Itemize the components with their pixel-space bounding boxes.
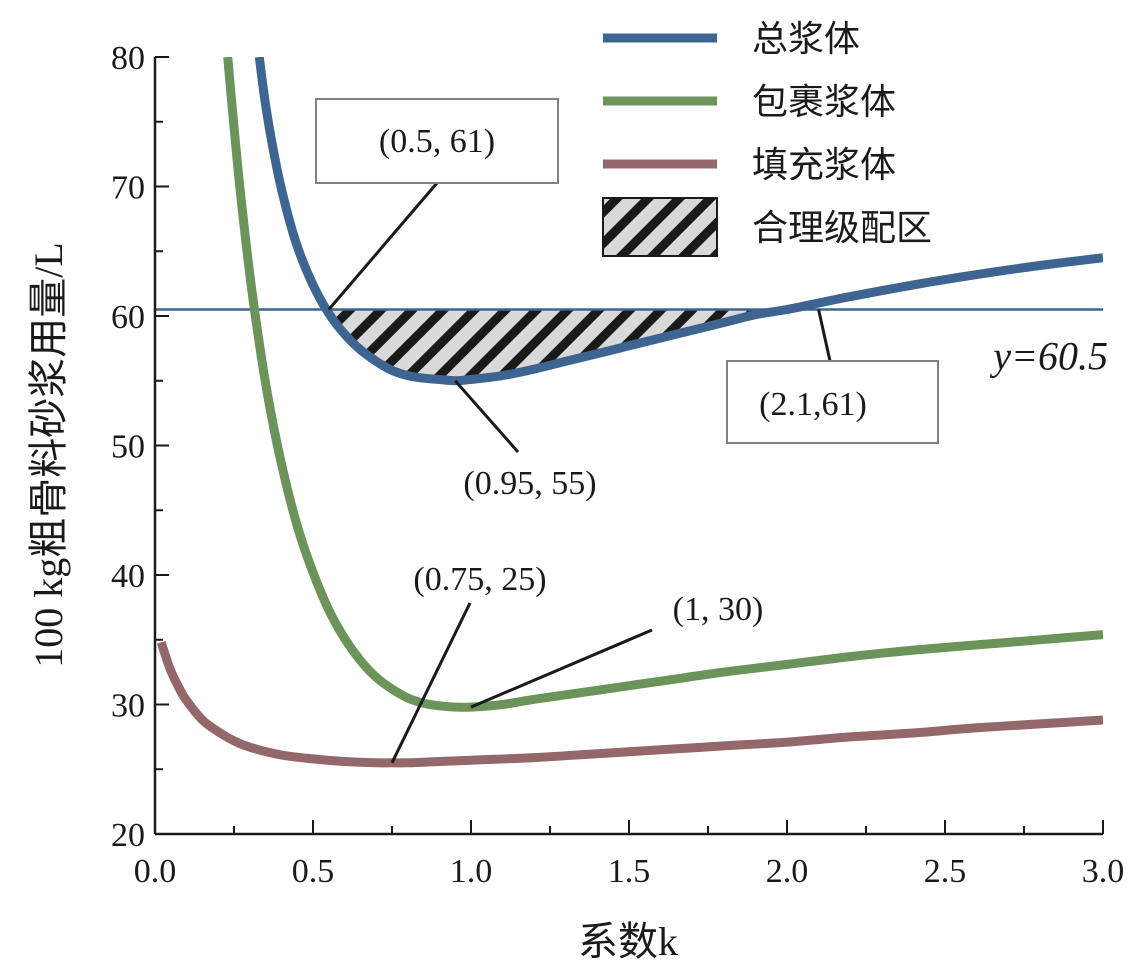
annotation-box-3 bbox=[726, 360, 939, 444]
x-tick-label: 3.0 bbox=[1082, 853, 1125, 890]
annotation-leader-2 bbox=[454, 379, 520, 453]
reference-line-label: y=60.5 bbox=[989, 334, 1108, 379]
annotation-label-1: (0.5, 61) bbox=[379, 123, 495, 160]
legend-label-3: 填充浆体 bbox=[752, 145, 896, 185]
series-line-1 bbox=[254, 57, 1103, 386]
annotation-leader-4 bbox=[390, 602, 472, 764]
axes-layer: 0.0 0.5 1.0 1.5 2.0 2.5 3.0 20 30 40 50 60 70 80 系数k 10… bbox=[26, 40, 1124, 964]
annotation-leader-3 bbox=[817, 309, 832, 362]
annotation-leader-5 bbox=[470, 628, 653, 709]
series-line-3 bbox=[156, 641, 1103, 768]
y-tick-label: 40 bbox=[111, 558, 145, 595]
y-tick-label: 30 bbox=[111, 688, 145, 725]
legend-label-1: 总浆体 bbox=[752, 19, 860, 59]
y-tick-label: 60 bbox=[111, 299, 145, 336]
series-line-2 bbox=[223, 57, 1103, 712]
x-tick-label: 0.5 bbox=[292, 853, 335, 890]
legend-label-2: 包裹浆体 bbox=[752, 82, 896, 122]
x-tick-label: 0.0 bbox=[134, 853, 177, 890]
annotation-label-2: (0.95, 55) bbox=[463, 465, 596, 502]
annotation-label-3: (2.1,61) bbox=[759, 386, 867, 423]
y-tick-label: 80 bbox=[111, 40, 145, 77]
x-axis-title: 系数k bbox=[578, 919, 678, 964]
annotation-box-1 bbox=[315, 98, 559, 184]
annotation-label-4: (0.75, 25) bbox=[413, 561, 546, 598]
x-tick-label: 2.5 bbox=[924, 853, 967, 890]
x-tick-label: 1.0 bbox=[450, 853, 493, 890]
series-layer bbox=[156, 57, 1103, 768]
annotation-label-5: (1, 30) bbox=[673, 591, 764, 628]
y-tick-label: 20 bbox=[111, 817, 145, 854]
y-axis-title: 100 kg粗骨料砂浆用量/L bbox=[26, 242, 71, 668]
x-tick-label: 2.0 bbox=[766, 853, 809, 890]
annotation-leader-1 bbox=[327, 182, 439, 311]
legend-swatch-hatch bbox=[602, 197, 718, 257]
y-tick-label: 70 bbox=[111, 170, 145, 207]
legend-label-4: 合理级配区 bbox=[752, 208, 932, 248]
anno-layer: (0.5, 61) (0.95, 55) (2.1,61) (0.75, 25) (1,… bbox=[315, 98, 939, 764]
y-tick-label: 50 bbox=[111, 429, 145, 466]
x-tick-label: 1.5 bbox=[608, 853, 651, 890]
hline-layer: y=60.5 bbox=[155, 308, 1108, 379]
